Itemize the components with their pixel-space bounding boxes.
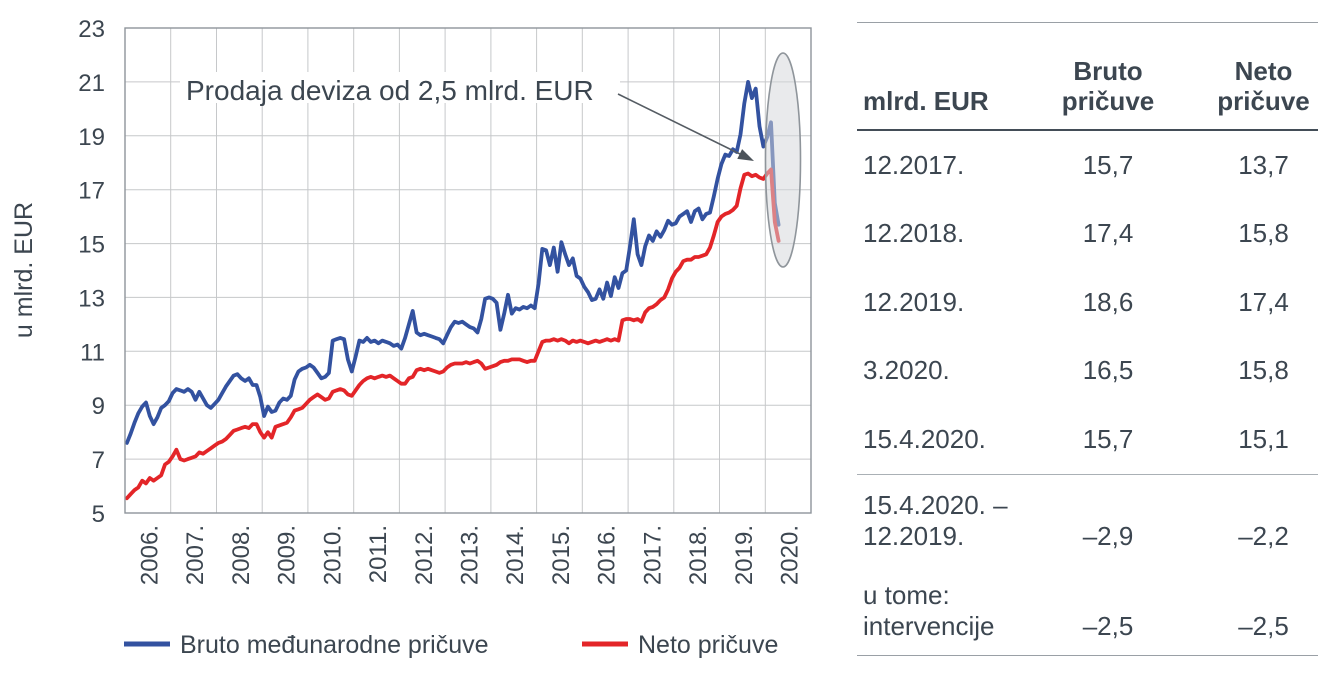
x-tick-label: 2020. xyxy=(777,525,804,585)
table-row-neto-value: 15,8 xyxy=(1238,355,1289,386)
x-tick-label: 2008. xyxy=(228,525,255,585)
reserves-line-chart: Prodaja deviza od 2,5 mlrd. EUR 5 7 9 11 13 1… xyxy=(10,16,812,659)
table-summary-bruto-value: –2,5 xyxy=(1082,610,1134,641)
y-tick-label: 23 xyxy=(78,16,105,43)
annotation-mask xyxy=(180,72,620,103)
table-row-neto-value: 13,7 xyxy=(1238,149,1289,180)
y-tick-label: 13 xyxy=(78,285,105,312)
table-row-date: 12.2018. xyxy=(863,218,965,249)
x-tick-label: 2006. xyxy=(136,525,163,585)
table-row: 12.2018. 17,4 15,8 xyxy=(857,200,1318,269)
summary-table: mlrd. EUR Bruto pričuve Neto pričuve 12.… xyxy=(857,22,1318,656)
table-summary-row: 15.4.2020. –12.2019. –2,9 –2,2 xyxy=(857,473,1318,565)
x-tick-label: 2015. xyxy=(548,525,575,585)
table-row-date: 15.4.2020. xyxy=(863,423,986,454)
y-tick-label: 9 xyxy=(92,393,105,420)
neto-series-line xyxy=(125,167,781,501)
table-summary-neto-value: –2,2 xyxy=(1238,520,1289,551)
table-row: 12.2017. 15,7 13,7 xyxy=(857,131,1318,200)
table-row: 15.4.2020. 15,7 15,1 xyxy=(857,405,1318,474)
table-summary-label: u tome: intervencije xyxy=(863,579,995,641)
plot-border xyxy=(124,27,812,514)
table-row-neto-value: 15,1 xyxy=(1238,423,1289,454)
x-tick-label: 2012. xyxy=(411,525,438,585)
table-row: 3.2020. 16,5 15,8 xyxy=(857,337,1318,406)
table-row-date: 12.2017. xyxy=(863,149,965,180)
table-summary-bruto-value: –2,9 xyxy=(1082,520,1134,551)
table-row-date: 3.2020. xyxy=(863,355,950,386)
table-row-bruto-value: 16,5 xyxy=(1082,355,1134,386)
x-tick-label: 2018. xyxy=(685,525,712,585)
legend: Bruto međunarodne pričuve Neto pričuve xyxy=(124,631,778,659)
table-header-bruto: Bruto pričuve xyxy=(1061,56,1155,117)
table-summary-label: 15.4.2020. –12.2019. xyxy=(863,489,1008,551)
table-header-neto: Neto pričuve xyxy=(1217,56,1310,117)
x-tick-label: 2009. xyxy=(274,525,301,585)
annotation-arrowhead-icon xyxy=(737,149,754,161)
x-tick-label: 2019. xyxy=(731,525,758,585)
table-summary-row: u tome: intervencije –2,5 –2,5 xyxy=(857,565,1318,656)
x-tick-label: 2013. xyxy=(457,525,484,585)
x-tick-label: 2014. xyxy=(502,525,529,585)
table-row-neto-value: 17,4 xyxy=(1238,286,1289,317)
highlight-ellipse xyxy=(764,52,802,268)
x-tick-label: 2017. xyxy=(639,525,666,585)
y-tick-label: 11 xyxy=(80,339,105,366)
table-header-row: mlrd. EUR Bruto pričuve Neto pričuve xyxy=(857,22,1318,131)
annotation-text: Prodaja deviza od 2,5 mlrd. EUR xyxy=(186,75,594,106)
table-header-unit: mlrd. EUR xyxy=(863,86,989,117)
table-row-date: 12.2019. xyxy=(863,286,965,317)
table-row-bruto-value: 18,6 xyxy=(1082,286,1134,317)
series-lines xyxy=(125,80,781,501)
y-tick-label: 7 xyxy=(92,447,105,474)
legend-label-neto: Neto pričuve xyxy=(638,631,778,659)
x-tick-label: 2007. xyxy=(182,525,209,585)
annotation-leader-line xyxy=(617,93,743,156)
y-tick-label: 15 xyxy=(78,232,105,259)
table-row-bruto-value: 15,7 xyxy=(1082,423,1134,454)
gridlines xyxy=(125,28,811,513)
table-summary-section: 15.4.2020. –12.2019. –2,9 –2,2 u tome: inter… xyxy=(857,473,1318,656)
x-tick-label: 2016. xyxy=(594,525,621,585)
table-body: 12.2017. 15,7 13,7 12.2018. 17,4 15,8 12.2019.… xyxy=(857,131,1318,474)
x-tick-label: 2010. xyxy=(319,525,346,585)
y-axis-title: u mlrd. EUR xyxy=(10,202,38,338)
table-row-bruto-value: 15,7 xyxy=(1082,149,1134,180)
bruto-series-line xyxy=(125,80,781,445)
legend-label-bruto: Bruto međunarodne pričuve xyxy=(180,631,489,659)
axis-tick-labels: 5 7 9 11 13 15 17 19 21 23 2006. 2007. 2008. 2009. 201… xyxy=(78,16,803,585)
table-row-bruto-value: 17,4 xyxy=(1082,218,1134,249)
y-tick-label: 5 xyxy=(92,501,105,528)
table-row: 12.2019. 18,6 17,4 xyxy=(857,268,1318,337)
y-tick-label: 19 xyxy=(78,124,105,151)
x-tick-label: 2011. xyxy=(365,525,392,583)
table-row-neto-value: 15,8 xyxy=(1238,218,1289,249)
y-tick-label: 21 xyxy=(78,70,105,97)
table-summary-neto-value: –2,5 xyxy=(1238,610,1289,641)
y-tick-label: 17 xyxy=(78,178,105,205)
